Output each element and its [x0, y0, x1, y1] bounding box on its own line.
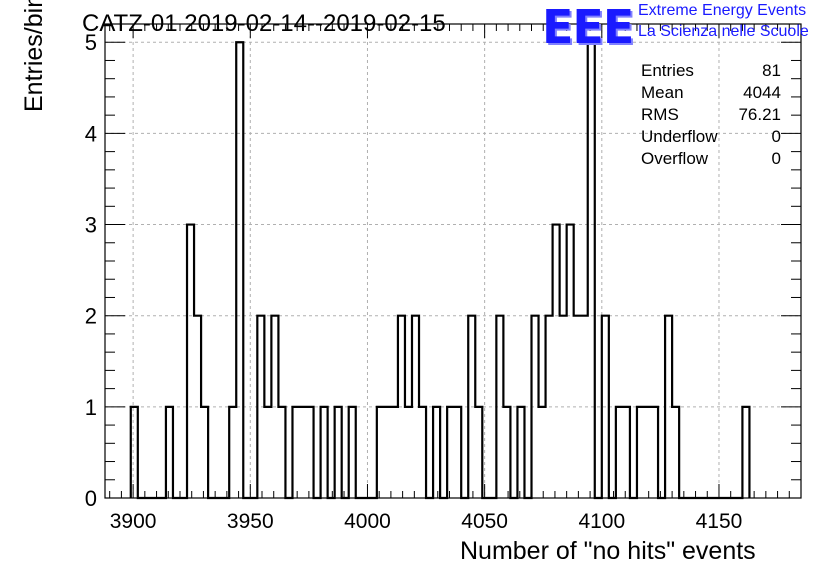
y-tick-label: 1: [85, 395, 97, 420]
stat-label: Mean: [641, 83, 684, 102]
axis-ticks: [105, 24, 802, 499]
histogram-bin: [264, 407, 271, 498]
stat-label: Entries: [641, 61, 694, 80]
stat-value: 81: [762, 61, 781, 80]
histogram-bin: [644, 407, 651, 498]
y-axis-label: Entries/bin: [20, 0, 48, 112]
x-axis-label: Number of "no hits" events: [460, 537, 756, 565]
y-tick-label: 5: [85, 30, 97, 55]
stat-value: 0: [771, 149, 781, 168]
stat-entries: Entries 81: [641, 60, 781, 82]
logo-line-1: Extreme Energy Events: [638, 2, 807, 19]
histogram-bin: [384, 407, 391, 498]
x-tick-label: 3900: [110, 510, 157, 533]
stat-underflow: Underflow 0: [641, 126, 781, 148]
y-tick-label: 0: [85, 486, 97, 511]
histogram-bin: [405, 407, 412, 498]
x-tick-label: 4000: [344, 510, 391, 533]
x-tick-label: 4100: [578, 510, 625, 533]
stats-box: Entries 81 Mean 4044 RMS 76.21 Underflow…: [641, 60, 781, 170]
x-tick-label: 3950: [227, 510, 274, 533]
stat-value: 76.21: [738, 105, 781, 124]
y-tick-label: 3: [85, 213, 97, 238]
stat-mean: Mean 4044: [641, 82, 781, 104]
histogram-outline: [129, 41, 751, 500]
histogram-bin: [391, 407, 398, 498]
stat-label: Underflow: [641, 127, 718, 146]
axis-tick-labels: 3900 3950 4000 4050 4100 4150 0 1 2 3 4 5: [85, 30, 743, 533]
logo-line-2: La Scienza nelle Scuole: [638, 23, 809, 40]
eee-logo: EEE: [542, 0, 634, 54]
histogram-bin: [539, 407, 546, 498]
x-tick-label: 4050: [461, 510, 508, 533]
stat-label: Overflow: [641, 149, 709, 168]
y-tick-label: 4: [85, 121, 97, 146]
y-tick-label: 2: [85, 304, 97, 329]
chart-title: CATZ-01 2019-02-14--2019-02-15: [82, 10, 446, 37]
stat-label: RMS: [641, 105, 679, 124]
stat-rms: RMS 76.21: [641, 104, 781, 126]
histogram-bin: [300, 407, 307, 498]
stat-overflow: Overflow 0: [641, 148, 781, 170]
x-tick-label: 4150: [696, 510, 743, 533]
stat-value: 4044: [743, 83, 781, 102]
stat-value: 0: [771, 127, 781, 146]
